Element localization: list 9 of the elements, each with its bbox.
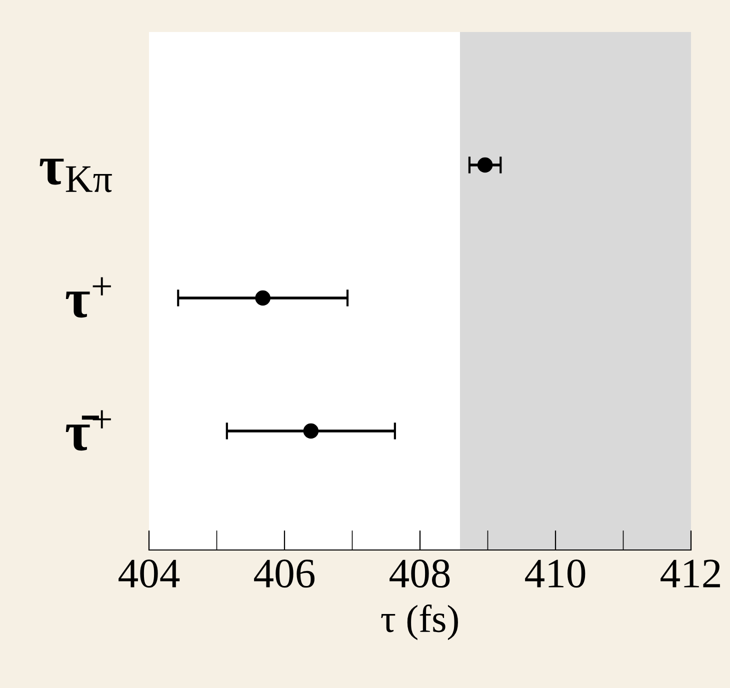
y-tick-label: τ$_{Kπ}$ — [40, 158, 112, 192]
y-tick-label: τ̄$^{+}$ — [66, 410, 111, 451]
x-tick-label: 404 — [118, 560, 180, 588]
x-axis-title: τ (fs) — [381, 604, 458, 640]
x-tick-label: 408 — [390, 560, 450, 588]
x-tick-label: 406 — [254, 560, 315, 588]
x-tick-label: 410 — [525, 560, 586, 588]
y-tick-label: τ$^{+}$ — [66, 277, 111, 318]
x-tick-label: 412 — [660, 560, 720, 588]
